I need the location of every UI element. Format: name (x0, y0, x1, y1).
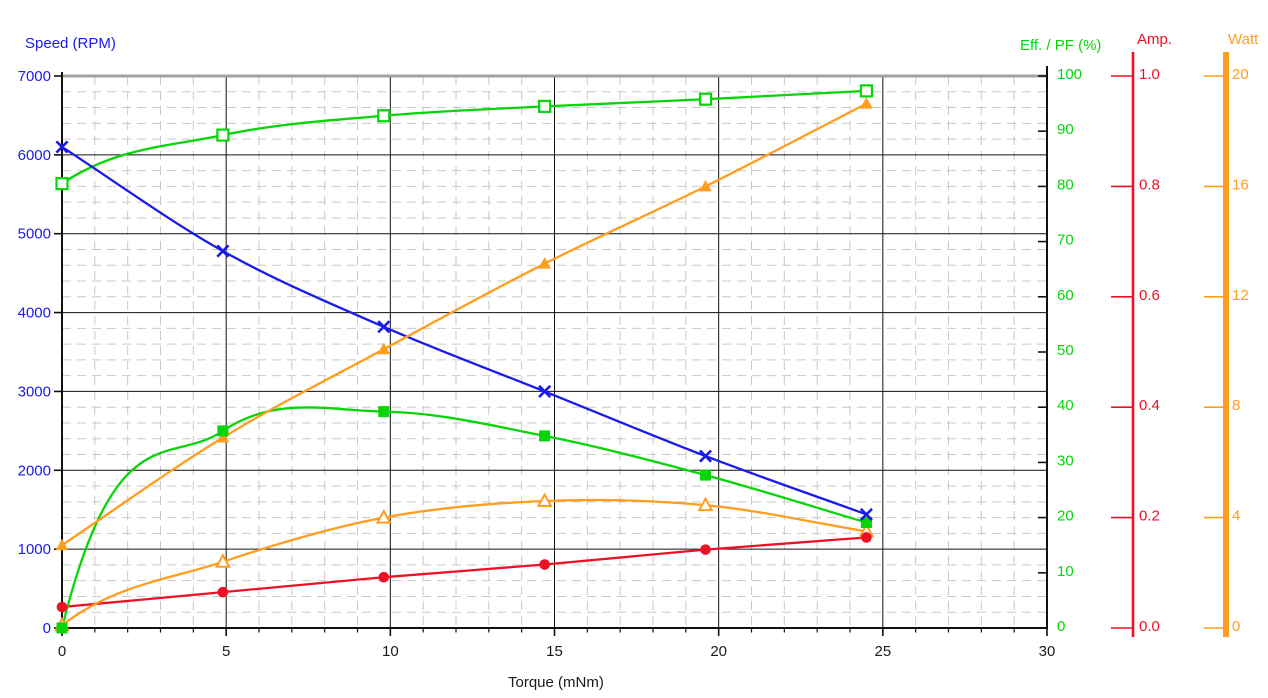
svg-text:0: 0 (1057, 618, 1065, 635)
grid-major (62, 76, 1047, 628)
svg-text:80: 80 (1057, 176, 1074, 193)
svg-text:60: 60 (1057, 287, 1074, 304)
svg-text:8: 8 (1232, 397, 1240, 414)
svg-text:50: 50 (1057, 342, 1074, 359)
series-watt_in-line (60, 102, 868, 547)
svg-text:100: 100 (1057, 66, 1082, 83)
svg-text:5: 5 (222, 643, 230, 660)
series-eff-markers (56, 406, 872, 634)
svg-text:0: 0 (1232, 618, 1240, 635)
svg-text:30: 30 (1057, 452, 1074, 469)
speed-axis: 7000 6000 5000 4000 3000 2000 1000 0 (18, 68, 62, 637)
svg-text:1000: 1000 (18, 541, 51, 558)
series-amp-markers (56, 532, 872, 613)
series-pf-line (60, 89, 868, 185)
watt-axis: 20 16 12 8 4 0 (1204, 52, 1249, 637)
svg-text:0.0: 0.0 (1139, 618, 1160, 635)
speed-axis-title: Speed (RPM) (25, 35, 116, 52)
svg-text:3000: 3000 (18, 383, 51, 400)
svg-text:7000: 7000 (18, 68, 51, 85)
torque-axis: 0 5 10 15 20 25 30 (58, 628, 1056, 660)
svg-text:25: 25 (874, 643, 891, 660)
amp-axis: 1.0 0.8 0.6 0.4 0.2 0.0 (1111, 52, 1160, 637)
eff-pf-axis-title: Eff. / PF (%) (1020, 37, 1102, 54)
svg-text:10: 10 (1057, 563, 1074, 580)
svg-text:20: 20 (710, 643, 727, 660)
svg-text:40: 40 (1057, 397, 1074, 414)
series-watt_out-line (60, 498, 868, 627)
x-axis-title: Torque (mNm) (508, 674, 604, 691)
svg-text:0: 0 (58, 643, 66, 660)
svg-text:10: 10 (382, 643, 399, 660)
svg-text:5000: 5000 (18, 226, 51, 243)
svg-text:4: 4 (1232, 508, 1240, 525)
svg-text:6000: 6000 (18, 147, 51, 164)
series-watt_out-markers (54, 492, 875, 632)
svg-text:0.2: 0.2 (1139, 508, 1160, 525)
svg-text:12: 12 (1232, 287, 1249, 304)
svg-text:90: 90 (1057, 121, 1074, 138)
series-amp-line (60, 536, 868, 609)
series-speed-line (60, 145, 868, 516)
svg-text:70: 70 (1057, 232, 1074, 249)
svg-text:30: 30 (1039, 643, 1056, 660)
watt-axis-title: Watt (1228, 31, 1259, 48)
amp-axis-title: Amp. (1137, 31, 1173, 48)
svg-text:0.8: 0.8 (1139, 176, 1160, 193)
svg-text:1.0: 1.0 (1139, 66, 1160, 83)
svg-text:0: 0 (43, 620, 51, 637)
series-pf-markers (55, 84, 874, 191)
svg-text:4000: 4000 (18, 305, 51, 322)
svg-text:16: 16 (1232, 176, 1249, 193)
svg-text:0.6: 0.6 (1139, 287, 1160, 304)
svg-text:20: 20 (1057, 508, 1074, 525)
svg-text:15: 15 (546, 643, 563, 660)
grid-minor (62, 76, 1047, 628)
series-watt_in-markers (55, 97, 873, 551)
svg-text:20: 20 (1232, 66, 1249, 83)
svg-text:2000: 2000 (18, 462, 51, 479)
svg-text:0.4: 0.4 (1139, 397, 1160, 414)
series-speed-markers (55, 140, 873, 521)
